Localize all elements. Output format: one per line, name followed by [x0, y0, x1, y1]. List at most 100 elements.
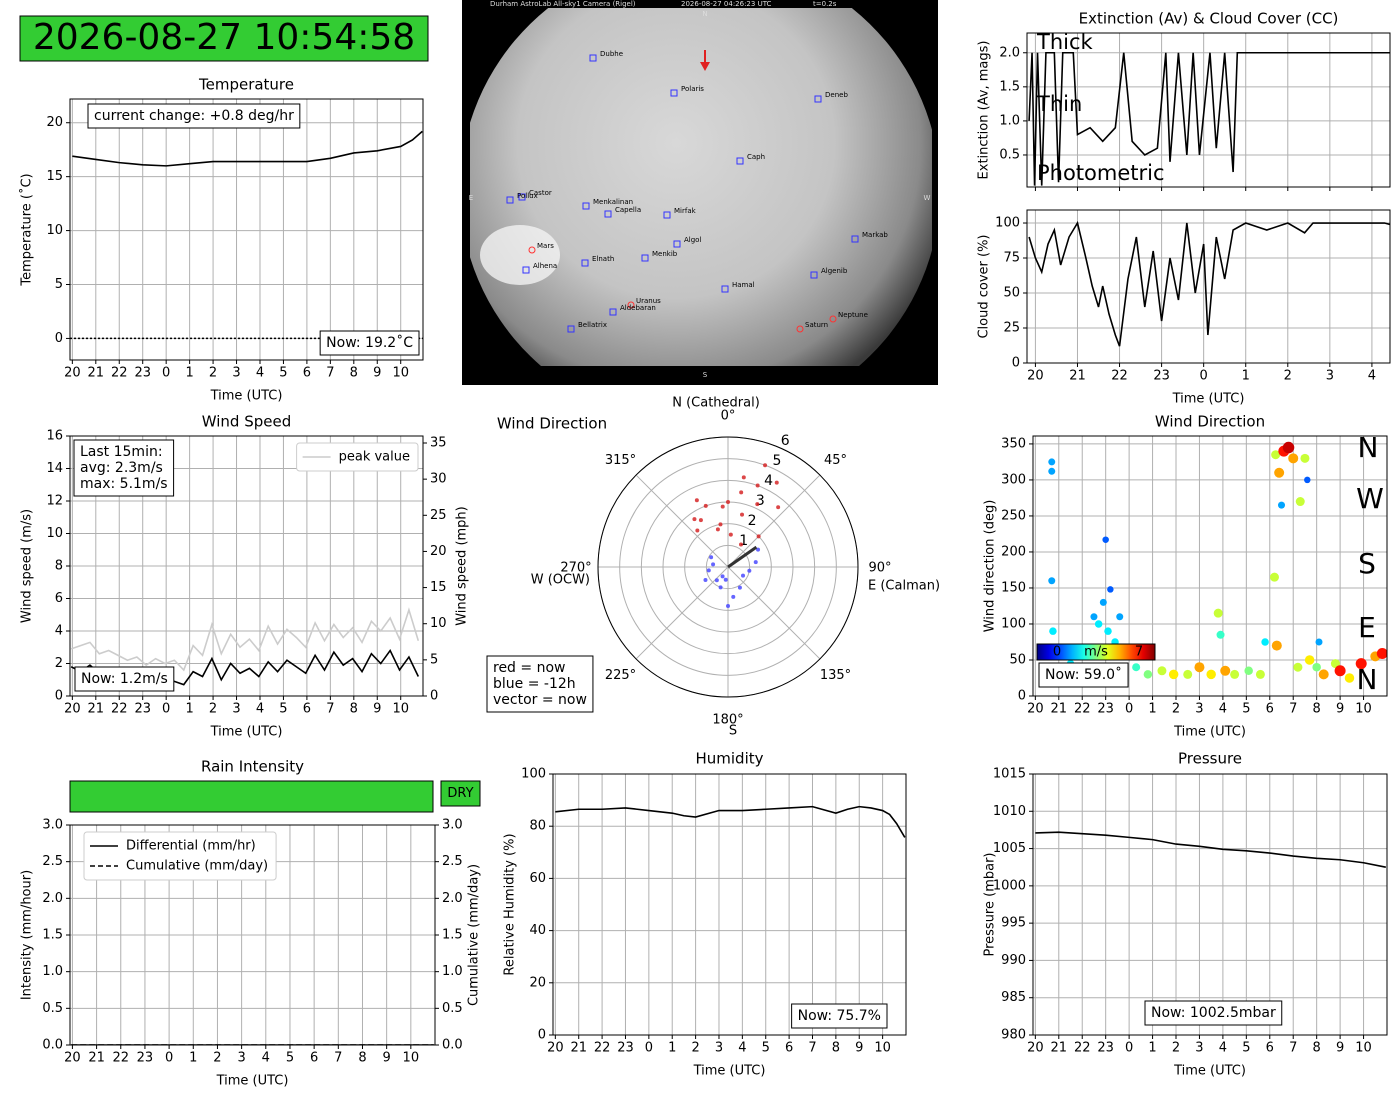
y-tick-label: 980 — [1001, 1028, 1026, 1043]
x-tick-label: 5 — [1242, 702, 1250, 717]
x-axis-label: Time (UTC) — [1173, 725, 1246, 740]
sky-label: Capella — [615, 206, 641, 214]
sky-label: Markab — [862, 231, 888, 239]
data-point — [728, 532, 733, 537]
grid-ring — [619, 458, 837, 676]
x-tick-label: 3 — [232, 702, 240, 717]
x-tick-label: 21 — [88, 366, 105, 381]
x-tick-label: 20 — [64, 702, 81, 717]
x-tick-label: 1 — [1242, 369, 1250, 384]
legend: peak value — [296, 442, 419, 472]
y-tick-label: 8 — [55, 559, 63, 574]
data-point — [1048, 458, 1056, 466]
data-point — [739, 542, 743, 547]
sky-header: t=0.2s — [813, 0, 837, 8]
annotation: Now: 1002.5mbar — [1144, 1000, 1283, 1026]
y-tick-label: 985 — [1001, 990, 1026, 1005]
data-point — [718, 585, 723, 590]
sky-label: Algenib — [821, 267, 848, 275]
x-tick-label: 9 — [1336, 1041, 1344, 1056]
sky-compass: W — [924, 194, 931, 202]
y-tick-label: 300 — [1001, 472, 1026, 487]
annotation-text: avg: 2.3m/s — [80, 460, 163, 476]
x-tick-label: 4 — [262, 1051, 270, 1066]
data-point — [703, 503, 708, 508]
data-line — [1028, 51, 1390, 186]
plot-frame — [1032, 773, 1388, 1036]
y-axis-label: Pressure (mbar) — [983, 852, 998, 956]
sky-label: Dubhe — [600, 50, 623, 58]
x-tick-label: 9 — [383, 1051, 391, 1066]
level-label: Thin — [1036, 92, 1082, 116]
y-tick-label: 100 — [1001, 616, 1026, 631]
x-axis-label: Time (UTC) — [210, 389, 283, 404]
sky-label: Mars — [537, 242, 554, 250]
legend-box — [296, 442, 419, 472]
x-tick-label: 22 — [1111, 369, 1128, 384]
sky-marker — [829, 315, 837, 323]
x-tick-label: 20 — [1027, 1041, 1044, 1056]
x-tick-label: 0 — [162, 702, 170, 717]
x-tick-label: 21 — [88, 1051, 105, 1066]
data-point — [1157, 666, 1167, 676]
x-tick-label: 0 — [1125, 1041, 1133, 1056]
x-tick-label: 3 — [715, 1041, 723, 1056]
x-tick-label: 23 — [1097, 1041, 1114, 1056]
y2-tick-label: 35 — [430, 436, 447, 451]
x-tick-label: 10 — [874, 1041, 891, 1056]
sky-marker — [851, 235, 859, 243]
y-tick-label: 5 — [55, 277, 63, 292]
annotation-box — [87, 103, 301, 129]
sky-glare — [480, 225, 560, 285]
plot-area — [1028, 51, 1390, 186]
data-point — [755, 502, 760, 507]
y-tick-label: 20 — [46, 115, 63, 130]
data-point — [1304, 476, 1311, 484]
y2-tick-label: 20 — [430, 544, 447, 559]
compass-label: N — [1357, 663, 1378, 696]
legend-label: Cumulative (mm/day) — [126, 859, 268, 874]
data-point — [1315, 638, 1323, 646]
data-point — [1288, 453, 1299, 464]
data-point — [1312, 662, 1321, 672]
data-point — [1269, 572, 1279, 582]
data-point — [1213, 608, 1223, 618]
sky-label: Elnath — [592, 255, 614, 263]
y-tick-label: 0.5 — [999, 147, 1020, 162]
data-point — [756, 534, 761, 539]
x-tick-label: 23 — [1097, 702, 1114, 717]
direction-label: N (Cathedral) — [672, 396, 760, 411]
chart-title: Wind Direction — [1155, 413, 1265, 431]
y-tick-label: 100 — [995, 216, 1020, 231]
annotation-text: Now: 19.2˚C — [326, 334, 413, 351]
x-tick-label: 5 — [1242, 1041, 1250, 1056]
sky-compass: E — [469, 194, 473, 202]
annotation: Now: 75.7% — [791, 1003, 888, 1029]
data-point — [731, 594, 736, 599]
y2-tick-label: 3.0 — [442, 818, 463, 833]
data-point — [1293, 662, 1303, 672]
annotation: Now: 1.2m/s — [74, 666, 175, 692]
data-point — [726, 500, 730, 504]
y-tick-label: 3.0 — [42, 818, 63, 833]
annotation-box — [319, 330, 420, 356]
plot-frame — [69, 98, 424, 361]
sky-label: Mirfak — [674, 207, 697, 215]
plot-area — [555, 805, 906, 838]
compass-label: S — [1358, 547, 1376, 580]
data-point — [1220, 665, 1231, 676]
x-tick-label: 10 — [1355, 702, 1372, 717]
y-tick-label: 60 — [529, 871, 546, 886]
x-tick-label: 22 — [1074, 702, 1091, 717]
chart-title: Rain Intensity — [201, 758, 304, 776]
x-tick-label: 10 — [1355, 1041, 1372, 1056]
sky-marker — [506, 196, 514, 204]
grid-ring — [684, 523, 772, 611]
sky-label: Caph — [747, 153, 765, 161]
x-tick-label: 9 — [373, 366, 381, 381]
data-point — [774, 480, 779, 485]
data-point — [1116, 613, 1124, 621]
x-tick-label: 3 — [237, 1051, 245, 1066]
